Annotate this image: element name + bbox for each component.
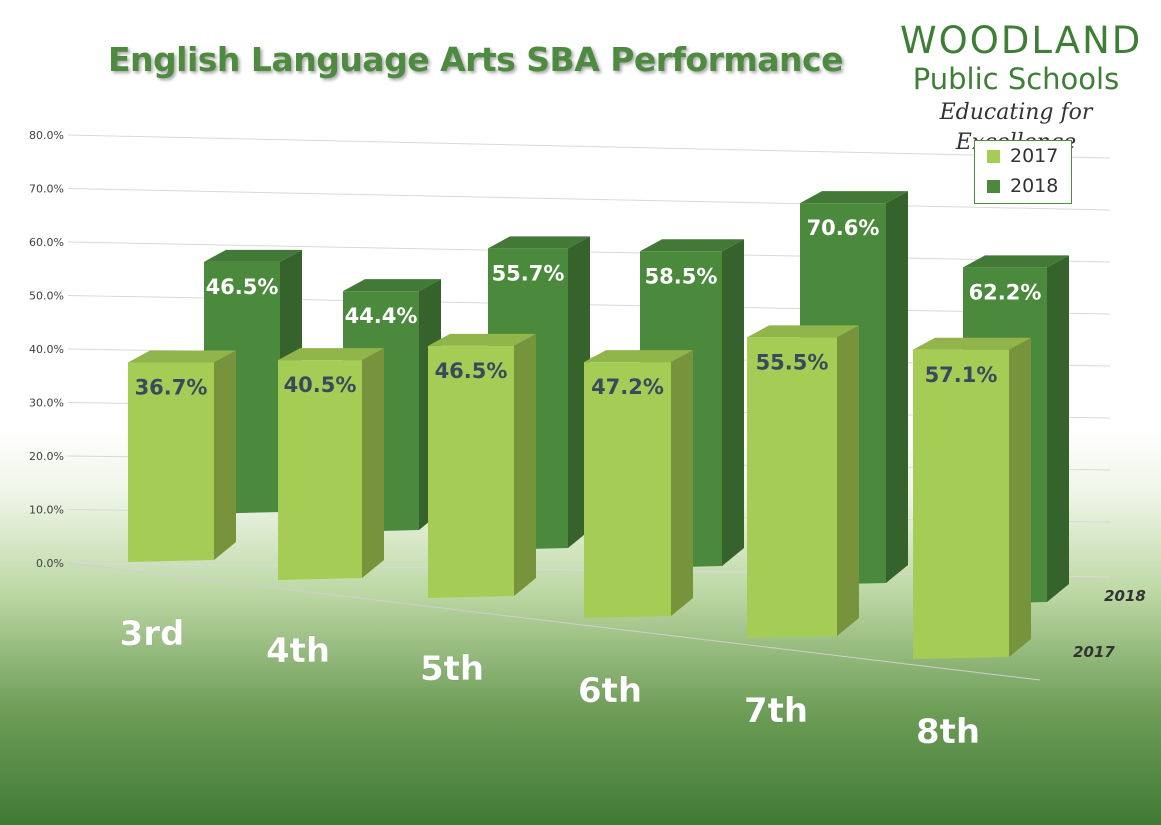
bar-top bbox=[800, 191, 908, 204]
bar-top bbox=[278, 348, 384, 361]
data-label: 58.5% bbox=[645, 264, 718, 288]
bar-side bbox=[362, 348, 384, 578]
y-tick-label: 0.0% bbox=[36, 557, 64, 570]
y-tick-label: 80.0% bbox=[29, 129, 64, 142]
category-label: 5th bbox=[420, 649, 484, 689]
series-2017-bars: 36.7% 40.5% 46.5% 47.2% 55.5% 57.1% bbox=[128, 325, 1031, 659]
category-label: 4th bbox=[266, 631, 330, 671]
data-label: 57.1% bbox=[925, 363, 998, 387]
bar-2017-3rd: 36.7% bbox=[128, 350, 236, 562]
bar-top bbox=[128, 350, 236, 363]
bar-front bbox=[278, 360, 362, 580]
y-tick-label: 70.0% bbox=[29, 183, 64, 196]
y-tick-label: 60.0% bbox=[29, 236, 64, 249]
bar-side bbox=[722, 239, 744, 566]
bar-top bbox=[428, 333, 536, 346]
bar-top bbox=[913, 337, 1031, 350]
data-label: 36.7% bbox=[135, 376, 208, 400]
bar-side bbox=[1009, 337, 1031, 657]
data-label: 62.2% bbox=[969, 280, 1042, 304]
floor-edge bbox=[67, 562, 1041, 681]
y-tick-label: 30.0% bbox=[29, 397, 64, 410]
x-axis-categories: 3rd 4th 5th 6th 7th 8th bbox=[119, 614, 980, 753]
legend-label-2017: 2017 bbox=[1010, 145, 1059, 167]
data-label: 46.5% bbox=[206, 275, 279, 299]
bar-front bbox=[584, 362, 671, 618]
category-label: 6th bbox=[578, 671, 642, 711]
woodland-logo: WOODLAND Public Schools Educating for Ex… bbox=[900, 19, 1143, 158]
gridline bbox=[67, 134, 1111, 159]
y-tick-label: 10.0% bbox=[29, 504, 64, 517]
category-label: 8th bbox=[916, 712, 980, 752]
y-axis-ticks: 0.0% 10.0% 20.0% 30.0% 40.0% 50.0% 60.0% 70.0% 8… bbox=[29, 129, 64, 570]
bar-2017-8th: 57.1% bbox=[913, 337, 1031, 659]
bar-top bbox=[640, 239, 744, 252]
bar-front bbox=[913, 349, 1009, 659]
y-tick-label: 50.0% bbox=[29, 290, 64, 303]
legend-item-2018: 2018 bbox=[975, 171, 1071, 201]
data-label: 40.5% bbox=[284, 373, 357, 397]
depth-axis-labels: 2018 2017 bbox=[1073, 587, 1146, 661]
bar-top bbox=[584, 350, 693, 363]
bar-front bbox=[128, 362, 214, 562]
data-label: 47.2% bbox=[591, 375, 664, 399]
bar-side bbox=[886, 191, 908, 583]
bar-top bbox=[488, 236, 590, 249]
category-label: 3rd bbox=[120, 614, 185, 654]
data-label: 55.5% bbox=[756, 350, 829, 374]
logo-name: WOODLAND bbox=[900, 19, 1143, 62]
legend-swatch-2017 bbox=[987, 149, 1000, 163]
depth-label: 2018 bbox=[1104, 587, 1146, 605]
data-label: 44.4% bbox=[345, 304, 418, 328]
bar-side bbox=[671, 350, 693, 616]
data-label: 55.7% bbox=[492, 261, 565, 285]
y-tick-label: 40.0% bbox=[29, 343, 64, 356]
bar-side bbox=[514, 333, 536, 596]
y-tick-label: 20.0% bbox=[29, 450, 64, 463]
bar-side bbox=[214, 350, 236, 560]
bar-2017-5th: 46.5% bbox=[428, 333, 536, 598]
bar-top bbox=[747, 325, 859, 338]
data-label: 46.5% bbox=[435, 359, 508, 383]
bar-side bbox=[1047, 255, 1069, 602]
bar-2017-6th: 47.2% bbox=[584, 350, 693, 618]
page-title: English Language Arts SBA Performance bbox=[108, 40, 843, 79]
legend: 2017 2018 bbox=[974, 140, 1072, 204]
bar-top bbox=[343, 279, 441, 292]
legend-item-2017: 2017 bbox=[975, 141, 1071, 171]
bar-side bbox=[837, 325, 859, 636]
depth-label: 2017 bbox=[1073, 643, 1115, 661]
legend-swatch-2018 bbox=[987, 179, 1000, 193]
bar-front bbox=[428, 345, 514, 598]
data-label: 70.6% bbox=[807, 216, 880, 240]
gridline bbox=[67, 188, 1111, 211]
legend-label-2018: 2018 bbox=[1010, 175, 1059, 197]
bar-2017-7th: 55.5% bbox=[747, 325, 859, 638]
bar-top bbox=[963, 255, 1069, 268]
logo-subtitle: Public Schools bbox=[912, 62, 1120, 96]
bar-top bbox=[204, 249, 302, 262]
bar-2017-4th: 40.5% bbox=[278, 348, 384, 580]
category-label: 7th bbox=[744, 691, 808, 731]
bar-front bbox=[747, 337, 837, 638]
